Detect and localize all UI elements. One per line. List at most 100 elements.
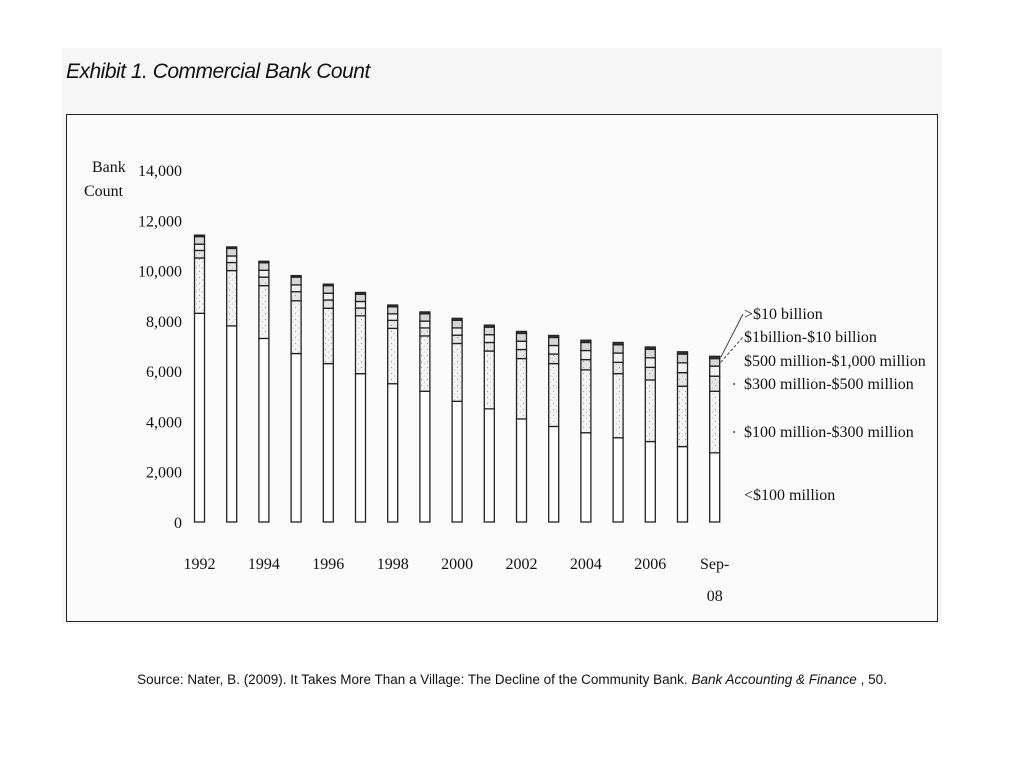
bar-segment xyxy=(354,291,367,295)
bar-segment-texture xyxy=(259,278,268,285)
bar-segment-texture xyxy=(614,374,623,437)
legend-leader-line xyxy=(720,336,744,363)
bar-segment xyxy=(258,337,270,523)
bar-segment xyxy=(387,306,399,315)
caption-journal: Bank Accounting & Finance xyxy=(691,672,857,687)
bar-segment-texture xyxy=(292,292,301,300)
y-tick-label: 10,000 xyxy=(138,264,182,281)
bar-segment-texture xyxy=(549,364,558,426)
caption-citation: Source: Nater, B. (2009). It Takes More … xyxy=(137,672,688,687)
bar-segment xyxy=(226,246,238,250)
y-tick-label: 6,000 xyxy=(146,364,182,381)
x-tick-label: Sep- xyxy=(700,556,729,573)
bar-segment xyxy=(580,339,592,344)
bar-segment-texture xyxy=(453,336,462,343)
bar-segment-texture xyxy=(710,392,719,452)
bar-segment xyxy=(580,349,592,361)
bar-segment xyxy=(419,311,431,315)
bar-segment xyxy=(548,334,560,339)
bar-segment xyxy=(419,390,431,523)
bar-segment xyxy=(483,334,495,344)
bar-segment xyxy=(387,304,399,308)
bar-segment xyxy=(419,320,431,329)
y-axis-label: Bank Count xyxy=(84,159,126,200)
bar-segment xyxy=(451,400,463,523)
bar-segment xyxy=(612,352,624,363)
y-tick-label: 4,000 xyxy=(146,414,182,431)
bar-segment xyxy=(612,341,624,346)
y-tick-label: 8,000 xyxy=(146,314,182,331)
bar-stack xyxy=(226,246,238,523)
bar-stack xyxy=(483,324,495,523)
bar-segment-texture xyxy=(581,370,590,432)
bar-segment xyxy=(258,262,270,271)
bar-segment-texture xyxy=(195,259,204,313)
bar-segment-texture xyxy=(324,309,333,363)
bar-segment xyxy=(676,351,689,355)
bar-segment xyxy=(193,312,206,523)
bar-segment xyxy=(483,326,495,336)
y-tick-labels: 0 2,000 4,000 6,000 8,000 10,000 12,000 14,000 xyxy=(138,163,182,532)
legend-leader-line xyxy=(720,313,744,358)
legend-label: $500 million-$1,000 million xyxy=(744,353,926,370)
bar-segment xyxy=(515,418,528,523)
x-tick-label: 2000 xyxy=(441,556,473,573)
bar-segment xyxy=(258,269,270,278)
bar-segment-texture xyxy=(453,344,462,401)
bar-stack xyxy=(451,317,463,523)
bar-segment xyxy=(290,352,302,523)
bar-segment-texture xyxy=(581,360,590,369)
bar-segment-texture xyxy=(646,380,655,441)
bar-segment xyxy=(387,313,399,322)
bar-segment xyxy=(580,432,592,523)
bar-segment xyxy=(226,255,238,264)
bar-segment-texture xyxy=(420,328,429,335)
bar-segment xyxy=(709,365,721,377)
bar-segment-texture xyxy=(614,363,623,373)
bar-segment xyxy=(644,348,656,359)
y-tick-label: 12,000 xyxy=(138,213,182,230)
bar-segment xyxy=(387,383,399,523)
bar-segment-texture xyxy=(420,336,429,391)
bar-segment-texture xyxy=(356,309,365,315)
bar-segment-texture xyxy=(292,301,301,353)
bar-segment-texture xyxy=(485,343,494,351)
x-tick-label: 1992 xyxy=(184,556,216,573)
bar-segment-texture xyxy=(388,321,397,328)
bar-segment xyxy=(483,324,495,328)
bar-segment xyxy=(644,346,656,350)
bar-segment xyxy=(258,260,270,264)
bar-segment-texture xyxy=(388,329,397,383)
bar-stack xyxy=(258,260,270,523)
bar-stack xyxy=(322,283,334,523)
bar-segment xyxy=(193,235,206,245)
bar-segment-texture xyxy=(195,251,204,257)
legend-label: $1billion-$10 billion xyxy=(744,329,877,346)
bar-segment xyxy=(226,247,238,257)
x-tick-label: 1998 xyxy=(377,556,409,573)
bar-segment xyxy=(322,283,334,287)
bar-segment xyxy=(515,330,528,335)
bar-stack xyxy=(354,291,367,523)
bar-segment xyxy=(193,234,206,238)
bar-stack xyxy=(387,304,399,523)
bar-segment xyxy=(290,284,302,293)
bar-segment xyxy=(612,344,624,354)
bar-stack xyxy=(515,330,528,523)
y-tick-label: 0 xyxy=(174,515,182,532)
bar-segment-texture xyxy=(678,387,687,446)
bar-segment-texture xyxy=(549,355,558,363)
chart-frame xyxy=(66,114,938,622)
bar-stack xyxy=(644,346,656,523)
bar-segment xyxy=(709,452,721,523)
legend-label: $100 million-$300 million xyxy=(744,424,914,441)
bar-segment xyxy=(451,327,463,336)
legend: >$10 billion $1billion-$10 billion $500 mi… xyxy=(720,306,926,504)
bar-segment-texture xyxy=(356,316,365,373)
bar-segment xyxy=(290,274,302,278)
bar-segment xyxy=(483,408,495,523)
bar-stack xyxy=(580,339,592,523)
bar-segment-texture xyxy=(324,300,333,308)
